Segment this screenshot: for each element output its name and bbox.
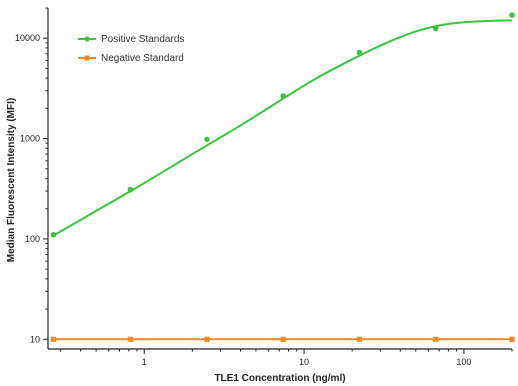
data-point-positive-2 <box>204 136 210 143</box>
y-tick-label-1: 100 <box>25 234 40 244</box>
data-point-negative-1 <box>127 336 134 342</box>
legend-marker-negative <box>84 55 90 61</box>
x-ticks: 1 10 100 <box>60 349 513 367</box>
legend-item-negative: Negative Standard <box>78 53 184 64</box>
data-point-positive-4 <box>356 49 363 56</box>
data-point-negative-2 <box>204 336 210 342</box>
x-tick-label-1: 10 <box>299 357 309 367</box>
data-point-positive-1 <box>127 186 134 193</box>
x-tick-label-2: 100 <box>456 357 471 367</box>
legend-marker-positive <box>84 36 90 42</box>
data-point-positive-0 <box>50 231 57 238</box>
data-point-negative-0 <box>50 336 56 342</box>
legend: Positive Standards Negative Standard <box>78 34 184 64</box>
series-layer <box>50 12 515 342</box>
legend-item-positive: Positive Standards <box>78 34 184 45</box>
y-tick-label-0: 10 <box>30 334 40 344</box>
series-line-positive <box>52 19 513 237</box>
data-point-negative-4 <box>356 336 363 342</box>
data-point-negative-5 <box>433 336 439 342</box>
x-axis-title: TLE1 Concentration (ng/ml) <box>214 373 345 384</box>
data-point-positive-3 <box>280 93 286 99</box>
y-tick-label-2: 1000 <box>20 134 40 144</box>
y-axis-title: Median Fluorescent Intensity (MFI) <box>6 98 17 262</box>
y-ticks: 10 100 1000 10000 <box>15 7 48 344</box>
data-point-negative-3 <box>280 336 286 342</box>
data-point-negative-6 <box>509 336 515 342</box>
data-point-positive-6 <box>509 12 515 18</box>
legend-label-negative: Negative Standard <box>101 53 184 64</box>
x-tick-label-0: 1 <box>142 357 147 367</box>
y-tick-label-3: 10000 <box>15 33 40 43</box>
legend-label-positive: Positive Standards <box>101 34 184 45</box>
data-point-positive-5 <box>432 25 439 32</box>
